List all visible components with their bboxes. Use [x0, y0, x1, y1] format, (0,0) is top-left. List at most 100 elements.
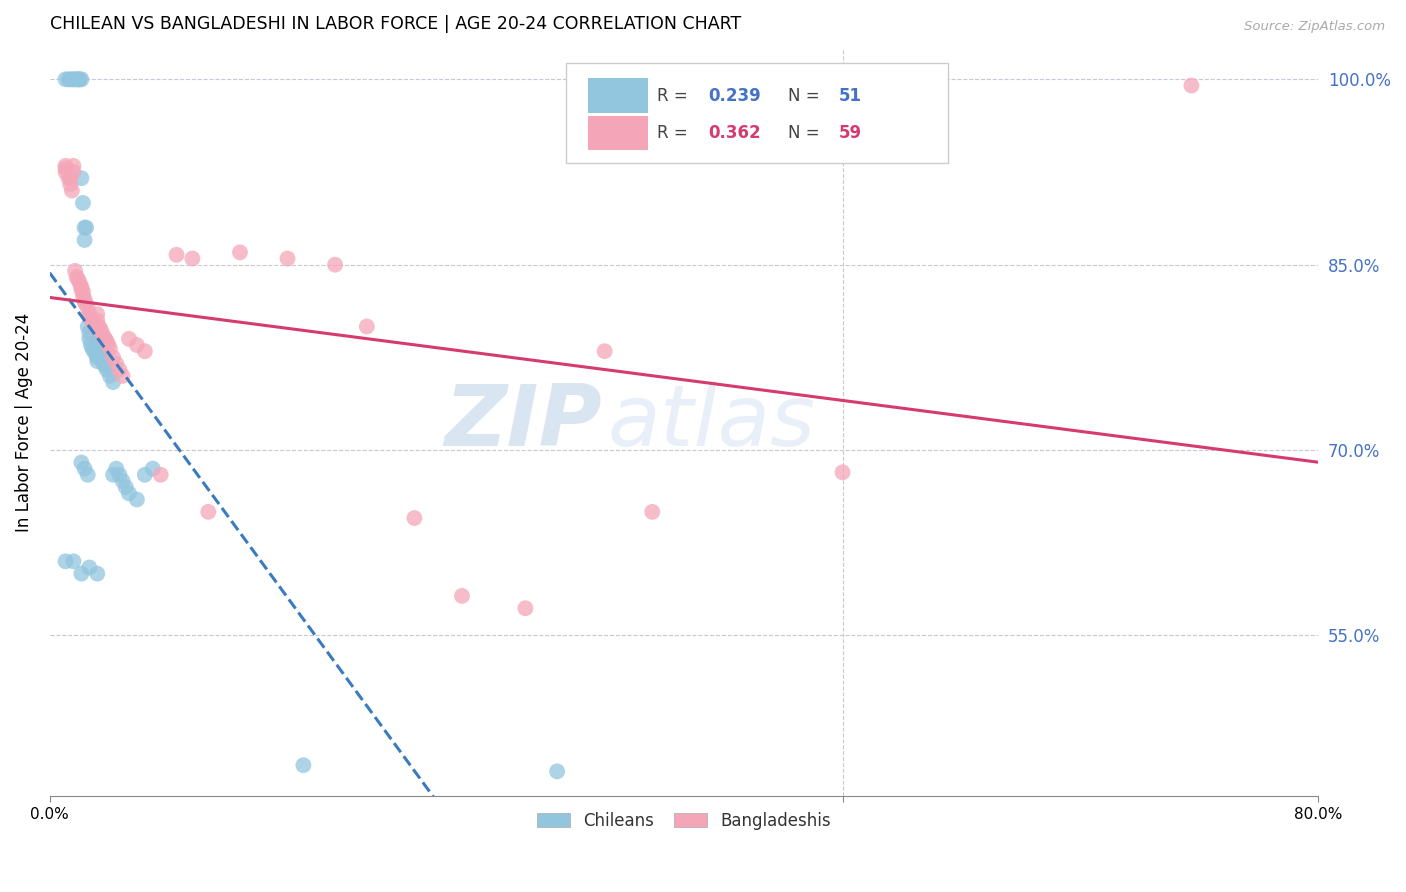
Point — [60, 184, 83, 198]
Point — [89, 344, 111, 359]
Text: R =: R = — [658, 124, 693, 142]
Point — [111, 368, 134, 383]
Point — [86, 566, 108, 581]
Point — [108, 467, 131, 482]
Point — [277, 252, 299, 266]
Point — [86, 307, 108, 321]
Point — [72, 288, 94, 302]
Point — [59, 72, 82, 87]
Text: atlas: atlas — [607, 381, 815, 464]
Point — [356, 319, 378, 334]
Point — [62, 554, 84, 568]
Point — [125, 338, 148, 352]
Point — [93, 357, 115, 371]
Point — [1180, 78, 1202, 93]
Point — [125, 492, 148, 507]
Point — [97, 338, 120, 352]
Point — [76, 319, 98, 334]
Point — [87, 319, 110, 334]
Point — [546, 764, 568, 779]
Point — [149, 467, 172, 482]
Point — [62, 72, 84, 87]
Y-axis label: In Labor Force | Age 20-24: In Labor Force | Age 20-24 — [15, 312, 32, 532]
Point — [166, 248, 188, 262]
Point — [83, 344, 105, 359]
Point — [67, 272, 90, 286]
Point — [593, 344, 616, 359]
Point — [75, 220, 97, 235]
Point — [134, 467, 156, 482]
Point — [105, 461, 128, 475]
Point — [75, 297, 97, 311]
Point — [197, 505, 219, 519]
Point — [70, 566, 93, 581]
Point — [72, 285, 94, 299]
Point — [229, 245, 252, 260]
Point — [79, 560, 101, 574]
Point — [58, 171, 80, 186]
Point — [65, 72, 87, 87]
Legend: Chileans, Bangladeshis: Chileans, Bangladeshis — [530, 805, 838, 837]
Text: CHILEAN VS BANGLADESHI IN LABOR FORCE | AGE 20-24 CORRELATION CHART: CHILEAN VS BANGLADESHI IN LABOR FORCE | … — [49, 15, 741, 33]
Point — [98, 368, 121, 383]
Point — [73, 293, 96, 307]
Point — [142, 461, 165, 475]
Point — [82, 342, 104, 356]
Point — [79, 332, 101, 346]
FancyBboxPatch shape — [567, 62, 948, 163]
Text: N =: N = — [787, 124, 825, 142]
Point — [134, 344, 156, 359]
Point — [70, 282, 93, 296]
Point — [70, 280, 93, 294]
Point — [67, 72, 90, 87]
Point — [105, 357, 128, 371]
Point — [101, 375, 124, 389]
Point — [55, 161, 77, 176]
Point — [76, 301, 98, 315]
FancyBboxPatch shape — [588, 78, 648, 112]
Point — [69, 277, 91, 291]
Text: 0.239: 0.239 — [709, 87, 761, 104]
Point — [114, 480, 136, 494]
Point — [65, 270, 87, 285]
Point — [94, 359, 117, 373]
Point — [62, 165, 84, 179]
Point — [118, 486, 141, 500]
Point — [73, 220, 96, 235]
Point — [96, 334, 118, 349]
Point — [84, 319, 107, 334]
Point — [96, 363, 118, 377]
FancyBboxPatch shape — [588, 116, 648, 150]
Point — [86, 351, 108, 365]
Point — [404, 511, 426, 525]
Point — [86, 354, 108, 368]
Point — [84, 347, 107, 361]
Point — [55, 165, 77, 179]
Point — [58, 72, 80, 87]
Text: 0.362: 0.362 — [709, 124, 761, 142]
Point — [79, 307, 101, 321]
Text: R =: R = — [658, 87, 693, 104]
Point — [82, 313, 104, 327]
Point — [76, 467, 98, 482]
Point — [101, 351, 124, 365]
Text: N =: N = — [787, 87, 825, 104]
Point — [59, 171, 82, 186]
Point — [292, 758, 315, 772]
Point — [91, 351, 114, 365]
Point — [451, 589, 474, 603]
Point — [80, 338, 103, 352]
Point — [101, 467, 124, 482]
Point — [79, 326, 101, 340]
Point — [87, 332, 110, 346]
Point — [79, 310, 101, 324]
Point — [55, 554, 77, 568]
Point — [83, 316, 105, 330]
Point — [73, 294, 96, 309]
Text: 51: 51 — [839, 87, 862, 104]
Point — [70, 171, 93, 186]
Point — [108, 363, 131, 377]
Point — [63, 264, 86, 278]
Point — [94, 332, 117, 346]
Point — [70, 72, 93, 87]
